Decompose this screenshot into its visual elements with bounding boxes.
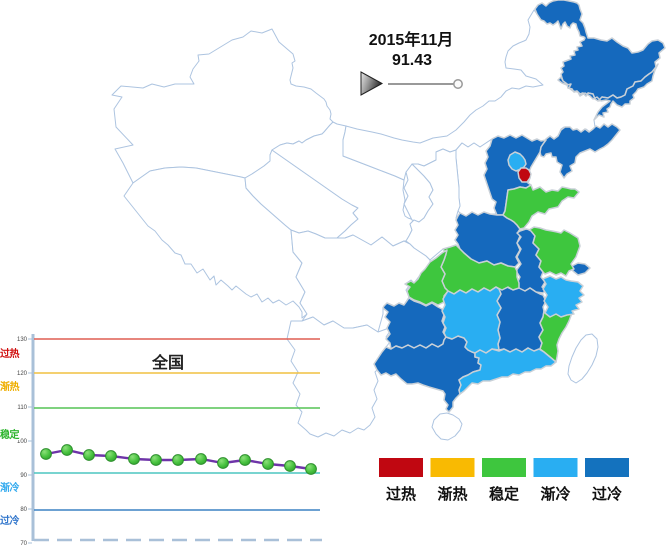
svg-text:稳定: 稳定 bbox=[489, 485, 519, 503]
svg-text:过热: 过热 bbox=[386, 485, 416, 503]
svg-text:渐冷: 渐冷 bbox=[0, 481, 19, 494]
svg-text:80: 80 bbox=[20, 507, 27, 513]
svg-text:120: 120 bbox=[17, 371, 28, 377]
svg-text:2015年11月: 2015年11月 bbox=[369, 30, 454, 49]
svg-text:70: 70 bbox=[20, 541, 27, 547]
svg-text:渐冷: 渐冷 bbox=[540, 485, 570, 503]
svg-text:130: 130 bbox=[17, 337, 28, 343]
svg-text:91.43: 91.43 bbox=[392, 52, 432, 69]
svg-text:100: 100 bbox=[17, 439, 28, 445]
svg-text:过冷: 过冷 bbox=[592, 485, 622, 503]
svg-text:全国: 全国 bbox=[151, 353, 184, 372]
svg-text:110: 110 bbox=[17, 405, 27, 411]
svg-text:90: 90 bbox=[20, 473, 27, 479]
svg-text:渐热: 渐热 bbox=[437, 485, 467, 503]
svg-text:过冷: 过冷 bbox=[0, 514, 19, 527]
svg-text:渐热: 渐热 bbox=[0, 380, 19, 393]
svg-text:稳定: 稳定 bbox=[0, 428, 19, 441]
svg-text:过热: 过热 bbox=[0, 347, 19, 360]
